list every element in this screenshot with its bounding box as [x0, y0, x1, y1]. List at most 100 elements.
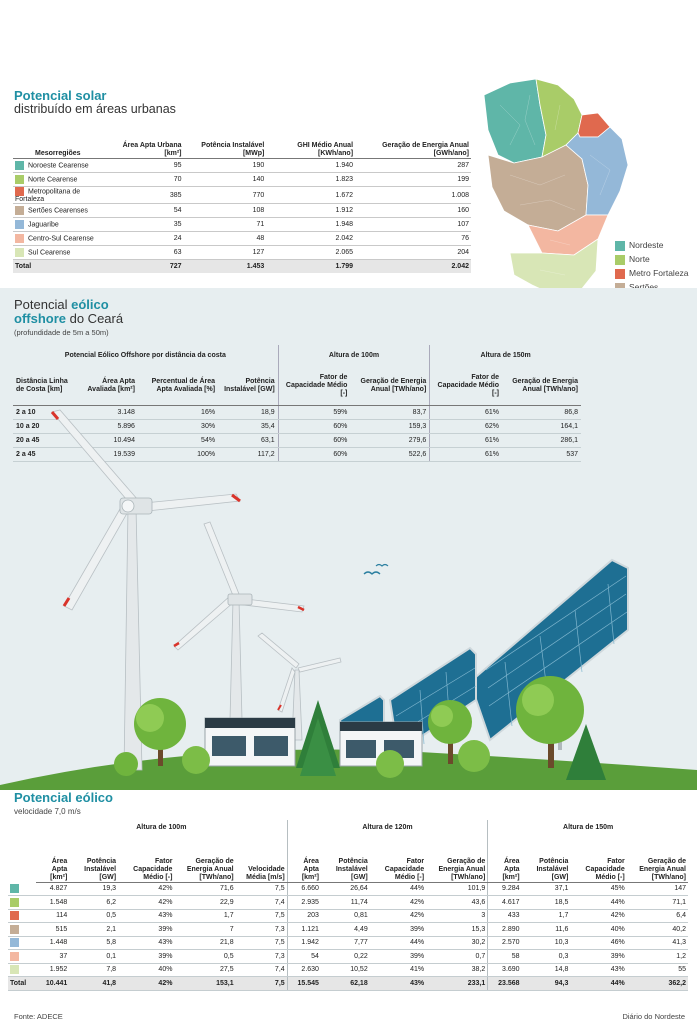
solar-row: Sertões Cearenses 54 108 1.912 160: [13, 203, 471, 218]
solar-row: Metropolitana de Fortaleza 385 770 1.672 1.0…: [13, 186, 471, 204]
region-swatch: [10, 924, 19, 934]
wind-header: Potência Instalável [GW]: [320, 836, 370, 883]
wind-total-cell: 153,1: [174, 976, 236, 991]
solar-cell: 287: [355, 158, 471, 173]
legend-label: Metro Fortaleza: [629, 268, 689, 278]
wind-row: 4.827 19,3 42% 71,6 7,5 6.660 26,64 44% 101,9 9.2…: [8, 882, 688, 896]
offshore-cell: 279,6: [350, 433, 431, 448]
wind-cell: 1.448: [36, 936, 70, 950]
solar-cell: 54: [109, 203, 184, 218]
legend-swatch: [615, 268, 625, 279]
offshore-header: Potência Instalável [GW]: [218, 367, 279, 406]
region-name: Sul Cearense: [28, 249, 71, 257]
ceara-map: [483, 78, 629, 298]
wind-cell: 14,8: [521, 963, 571, 977]
offshore-cell: 61%: [429, 433, 503, 448]
offshore-header: Geração de Energia Anual [TWh/ano]: [502, 367, 581, 406]
wind-cell: 44%: [369, 936, 427, 950]
wind-cell: 0,22: [320, 949, 370, 964]
wind-total-cell: 43%: [369, 976, 427, 991]
wind-cell: 39%: [369, 949, 427, 964]
solar-total-row: Total 727 1.453 1.799 2.042: [13, 259, 471, 273]
wind-header: Área Apta [km²]: [487, 836, 522, 883]
wind-cell: 41%: [369, 963, 427, 977]
wind-cell: 71,6: [174, 882, 236, 896]
offshore-row: 20 a 45 10.494 54% 63,1 60% 279,6 61% 286,1: [13, 433, 581, 448]
region-swatch: [10, 965, 19, 975]
legend-label: Nordeste: [629, 240, 664, 250]
offshore-cell: 63,1: [218, 433, 279, 448]
wind-cell: 7,5: [235, 882, 288, 896]
region-name: Centro-Sul Cearense: [28, 235, 94, 243]
solar-header: Geração de Energia Anual [GWh/ano]: [355, 128, 471, 159]
offshore-cell: 60%: [278, 447, 351, 462]
wind-row: 1.448 5,8 43% 21,8 7,5 1.942 7,77 44% 30,2 2.570 1…: [8, 936, 688, 950]
region-swatch: [15, 220, 24, 229]
wind-cell: 1.121: [287, 922, 321, 937]
wind-cell: 101,9: [426, 882, 489, 896]
wind-cell: 43,6: [426, 895, 489, 910]
legend-label: Sertões: [629, 282, 659, 292]
wind-title: Potencial eólico: [14, 790, 113, 805]
solar-total-cell: 727: [109, 259, 184, 273]
solar-cell: 1.008: [355, 186, 471, 204]
wind-total-cell: 62,18: [320, 976, 370, 991]
offshore-header: Fator de Capacidade Médio [-]: [278, 367, 351, 406]
wind-cell: 41,3: [626, 936, 688, 950]
source-text: Fonte: ADECE: [14, 1012, 63, 1021]
wind-total-cell: 94,3: [521, 976, 571, 991]
wind-cell: 114: [36, 909, 70, 923]
solar-header: Mesorregiões: [13, 128, 110, 159]
wind-total-cell: 15.545: [287, 976, 321, 991]
wind-total-cell: 362,2: [626, 976, 688, 991]
credit-text: Diário do Nordeste: [622, 1012, 685, 1021]
wind-cell: 10,3: [521, 936, 571, 950]
offshore-header: Distância Linha de Costa [km]: [13, 367, 81, 406]
offshore-cell: 10.494: [80, 433, 138, 448]
region-name: Norte Cearense: [28, 176, 78, 184]
wind-cell: 203: [287, 909, 321, 923]
wind-cell: 5,8: [69, 936, 119, 950]
solar-total-cell: Total: [13, 259, 110, 273]
wind-cell: 44%: [570, 895, 627, 910]
solar-header: Área Apta Urbana [km²]: [109, 128, 184, 159]
solar-cell: 127: [183, 245, 267, 260]
offshore-cell: 20 a 45: [13, 433, 81, 448]
map-noroeste: [483, 78, 547, 164]
wind-total-cell: 233,1: [426, 976, 489, 991]
region-swatch: [15, 248, 24, 257]
wind-cell: 0,81: [320, 909, 370, 923]
wind-cell: 7: [174, 922, 236, 937]
wind-cell: 2,1: [69, 922, 119, 937]
wind-cell: 42%: [118, 895, 175, 910]
offshore-cell: 54%: [137, 433, 219, 448]
wind-total-cell: 41,8: [69, 976, 119, 991]
wind-header: Potência Instalável [GW]: [521, 836, 571, 883]
solar-row: Sul Cearense 63 127 2.065 204: [13, 245, 471, 260]
wind-cell: 40,2: [626, 922, 688, 937]
region-swatch: [15, 206, 24, 215]
solar-cell: 63: [109, 245, 184, 260]
offshore-cell: 60%: [278, 419, 351, 434]
wind-table: Altura de 100m Altura de 120m Altura de …: [8, 820, 688, 991]
wind-cell: 15,3: [426, 922, 489, 937]
solar-cell: 1.948: [266, 217, 356, 232]
wind-cell: 6.660: [287, 882, 321, 896]
offshore-cell: 18,9: [218, 405, 279, 420]
wind-cell: 0,7: [426, 949, 489, 964]
wind-cell: 44%: [369, 882, 427, 896]
wind-cell: 7,8: [69, 963, 119, 977]
legend-item: Norte: [615, 254, 689, 268]
solar-cell: 1.672: [266, 186, 356, 204]
offshore-cell: 16%: [137, 405, 219, 420]
wind-cell: 42%: [369, 909, 427, 923]
offshore-header: Área Apta Avaliada [km²]: [80, 367, 138, 406]
wind-cell: 2.570: [487, 936, 522, 950]
wind-cell: 22,9: [174, 895, 236, 910]
legend-item: Metro Fortaleza: [615, 268, 689, 282]
wind-cell: 4.827: [36, 882, 70, 896]
wind-header: Fator Capacidade Médio [-]: [369, 836, 427, 883]
region-swatch: [15, 161, 24, 170]
wind-row: 1.548 6,2 42% 22,9 7,4 2.935 11,74 42% 43,6 4.617…: [8, 895, 688, 910]
wind-cell: 19,3: [69, 882, 119, 896]
